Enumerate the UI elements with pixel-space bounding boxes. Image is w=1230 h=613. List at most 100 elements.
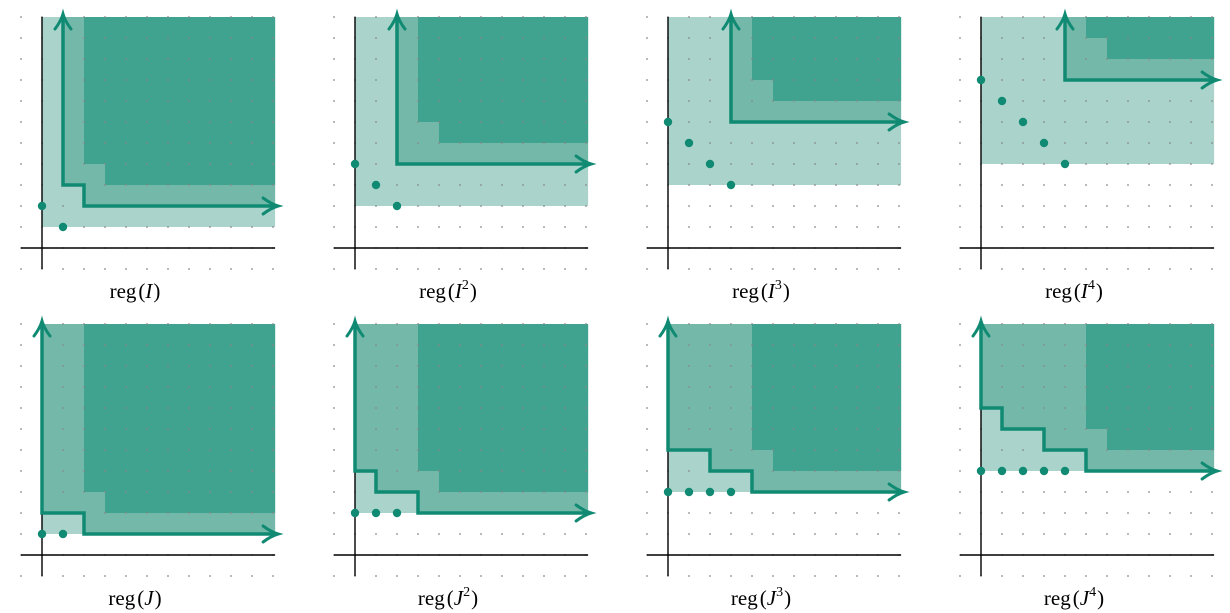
grid-dot	[501, 58, 503, 60]
grid-dot	[751, 407, 753, 409]
grid-dot	[1211, 428, 1213, 430]
grid-dot	[1064, 407, 1066, 409]
staircase-arrow	[729, 17, 902, 124]
grid-dot	[814, 226, 816, 228]
grid-dot	[1190, 491, 1192, 493]
grid-dot	[1211, 533, 1213, 535]
grid-dot	[688, 533, 690, 535]
panel: reg(J3)	[646, 315, 910, 610]
grid-dot	[396, 407, 398, 409]
grid-dot	[1127, 100, 1129, 102]
grid-dot	[104, 184, 106, 186]
grid-dot	[1106, 533, 1108, 535]
grid-dot	[251, 37, 253, 39]
grid-dot	[1022, 344, 1024, 346]
grid-dot	[251, 407, 253, 409]
grid-dot	[375, 100, 377, 102]
grid-dot	[333, 407, 335, 409]
grid-dot	[835, 100, 837, 102]
panel: reg(I3)	[646, 8, 910, 303]
grid-dot	[877, 512, 879, 514]
grid-dot	[417, 121, 419, 123]
grid-dot	[730, 163, 732, 165]
grid-dot	[877, 449, 879, 451]
grid-dot	[1169, 163, 1171, 165]
grid-dot	[814, 79, 816, 81]
grid-dot	[1085, 58, 1087, 60]
grid-dot	[585, 323, 587, 325]
grid-dot	[167, 121, 169, 123]
grid-dot	[522, 344, 524, 346]
grid-dot	[1148, 407, 1150, 409]
grid-dot	[188, 163, 190, 165]
grid-dot	[230, 58, 232, 60]
grid-dot	[856, 344, 858, 346]
grid-dot	[1211, 491, 1213, 493]
grid-dot	[146, 470, 148, 472]
grid-dot	[459, 449, 461, 451]
grid-dot	[272, 323, 274, 325]
grid-dot	[1169, 100, 1171, 102]
grid-dot	[459, 428, 461, 430]
grid-dot	[1085, 365, 1087, 367]
grid-dot	[898, 407, 900, 409]
grid-dot	[1106, 58, 1108, 60]
grid-dot	[646, 512, 648, 514]
grid-dot	[20, 386, 22, 388]
grid-dot	[1043, 226, 1045, 228]
staircase-arrow	[1063, 17, 1215, 82]
grid-dot	[396, 268, 398, 270]
grid-dot	[125, 163, 127, 165]
grid-dot	[772, 205, 774, 207]
arrow-head	[887, 482, 910, 502]
grid-dot	[1190, 386, 1192, 388]
grid-dot	[814, 470, 816, 472]
grid-dot	[1106, 163, 1108, 165]
grid-dot	[83, 58, 85, 60]
generator-dot	[684, 487, 694, 497]
generator-dot	[371, 180, 381, 190]
grid-dot	[104, 470, 106, 472]
grid-dot	[251, 449, 253, 451]
grid-dot	[375, 449, 377, 451]
grid-dot	[1022, 365, 1024, 367]
grid-dot	[251, 344, 253, 346]
grid-dot	[1169, 407, 1171, 409]
grid-dot	[230, 79, 232, 81]
grid-dot	[20, 163, 22, 165]
grid-dot	[188, 428, 190, 430]
grid-dot	[814, 163, 816, 165]
grid-dot	[188, 344, 190, 346]
grid-dot	[1043, 575, 1045, 577]
grid-dot	[104, 512, 106, 514]
grid-dot	[709, 512, 711, 514]
grid-dot	[585, 16, 587, 18]
grid-dot	[1190, 575, 1192, 577]
generator-dot	[684, 138, 694, 148]
grid-dot	[709, 142, 711, 144]
grid-dot	[585, 121, 587, 123]
generator-dot	[997, 466, 1007, 476]
grid-dot	[501, 470, 503, 472]
grid-dot	[480, 323, 482, 325]
grid-dot	[543, 79, 545, 81]
grid-dot	[751, 184, 753, 186]
grid-dot	[501, 428, 503, 430]
grid-dot	[856, 512, 858, 514]
grid-dot	[1127, 428, 1129, 430]
grid-dot	[230, 226, 232, 228]
grid-dot	[104, 163, 106, 165]
grid-dot	[146, 184, 148, 186]
label-exponent: 3	[776, 585, 783, 600]
grid-dot	[375, 79, 377, 81]
grid-dot	[772, 184, 774, 186]
grid-dot	[730, 386, 732, 388]
grid-dot	[1106, 491, 1108, 493]
grid-dot	[188, 470, 190, 472]
grid-dot	[522, 575, 524, 577]
grid-dot	[104, 386, 106, 388]
grid-dot	[480, 100, 482, 102]
grid-dot	[1001, 184, 1003, 186]
grid-dot	[20, 226, 22, 228]
